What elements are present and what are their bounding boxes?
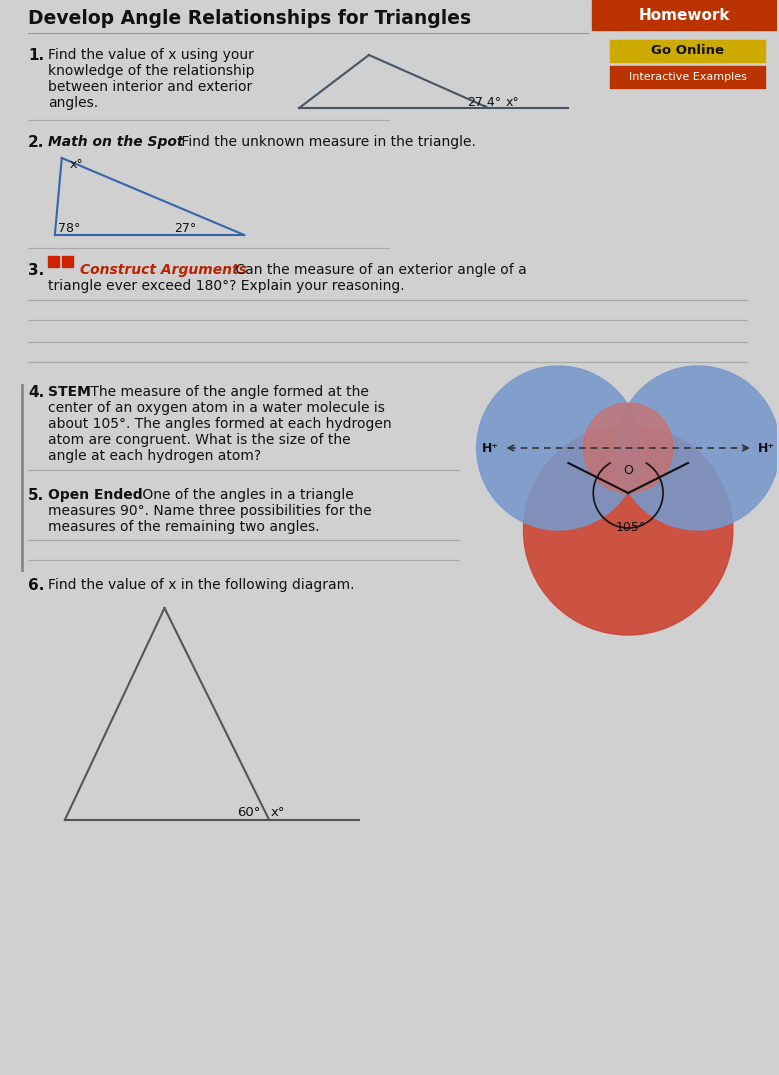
Text: Can the measure of an exterior angle of a: Can the measure of an exterior angle of … (231, 263, 527, 277)
Text: 78°: 78° (58, 221, 80, 234)
Text: 27°: 27° (174, 221, 197, 234)
Text: Open Ended: Open Ended (48, 488, 143, 502)
Text: Find the unknown measure in the triangle.: Find the unknown measure in the triangle… (178, 135, 476, 149)
Text: 2.: 2. (28, 135, 44, 150)
Text: 1.: 1. (28, 48, 44, 63)
Text: Math on the Spot: Math on the Spot (48, 135, 183, 149)
Text: angle at each hydrogen atom?: angle at each hydrogen atom? (48, 449, 261, 463)
Text: between interior and exterior: between interior and exterior (48, 80, 252, 94)
Text: Homework: Homework (638, 8, 730, 23)
Text: atom are congruent. What is the size of the: atom are congruent. What is the size of … (48, 433, 351, 447)
Text: angles.: angles. (48, 96, 98, 110)
Text: knowledge of the relationship: knowledge of the relationship (48, 64, 255, 78)
Text: One of the angles in a triangle: One of the angles in a triangle (138, 488, 354, 502)
Bar (592, 0, 777, 30)
Text: center of an oxygen atom in a water molecule is: center of an oxygen atom in a water mole… (48, 401, 385, 415)
Text: Find the value of x using your: Find the value of x using your (48, 48, 254, 62)
Text: about 105°. The angles formed at each hydrogen: about 105°. The angles formed at each hy… (48, 417, 392, 431)
Text: 4.: 4. (28, 385, 44, 400)
Text: Develop Angle Relationships for Triangles: Develop Angle Relationships for Triangle… (28, 9, 471, 28)
Text: Find the value of x in the following diagram.: Find the value of x in the following dia… (48, 578, 354, 592)
Circle shape (583, 403, 673, 493)
Bar (62, 256, 72, 267)
Circle shape (523, 425, 733, 635)
Text: Construct Arguments: Construct Arguments (79, 263, 247, 277)
Text: measures 90°. Name three possibilities for the: measures 90°. Name three possibilities f… (48, 504, 372, 518)
Circle shape (477, 366, 640, 530)
Circle shape (616, 366, 779, 530)
Text: Go Online: Go Online (651, 44, 724, 57)
Text: O: O (623, 464, 633, 477)
Bar (610, 40, 765, 62)
Text: Interactive Examples: Interactive Examples (629, 72, 747, 82)
Text: 5.: 5. (28, 488, 44, 503)
Bar (610, 66, 765, 88)
Text: The measure of the angle formed at the: The measure of the angle formed at the (86, 385, 368, 399)
Text: x°: x° (70, 158, 83, 171)
Text: 6.: 6. (28, 578, 44, 593)
Text: 105°: 105° (616, 521, 647, 534)
Text: x°: x° (506, 97, 520, 110)
Text: triangle ever exceed 180°? Explain your reasoning.: triangle ever exceed 180°? Explain your … (48, 280, 404, 293)
Text: 27.4°: 27.4° (467, 97, 501, 110)
Bar (48, 256, 59, 267)
Text: STEM: STEM (48, 385, 90, 399)
Text: 60°: 60° (238, 806, 261, 819)
Text: 3.: 3. (28, 263, 44, 278)
Text: H⁺: H⁺ (481, 442, 499, 455)
Text: x°: x° (270, 806, 284, 819)
Text: measures of the remaining two angles.: measures of the remaining two angles. (48, 520, 319, 534)
Text: H⁺: H⁺ (758, 442, 775, 455)
